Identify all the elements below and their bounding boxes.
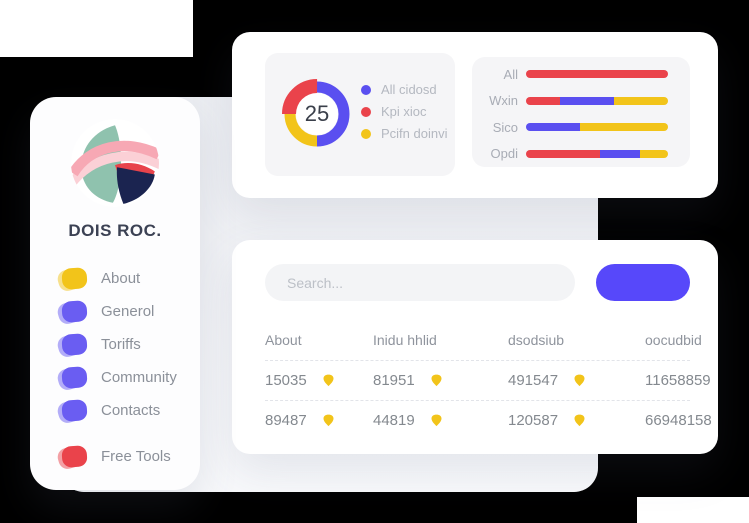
donut-chart: 25 (275, 72, 359, 156)
sidebar-item-label: Community (101, 368, 177, 386)
bar-segment (526, 96, 561, 105)
menu-blob-icon (62, 268, 87, 289)
table-cell: 15035 (265, 372, 373, 389)
bar-row: Sico (482, 114, 668, 141)
top-left-white-block (0, 0, 193, 57)
table-cell: 44819 (373, 412, 508, 429)
donut-panel: 25 All cidosd Kpi xioc Pcifn doinvi (265, 53, 455, 176)
table-row: 89487 44819 120587 66948158 (265, 401, 712, 440)
sidebar-item-label: Contacts (101, 401, 161, 419)
table-cell: 89487 (265, 412, 373, 429)
sidebar-nav: About Generol Toriffs Community Contacts (30, 267, 200, 421)
logo (71, 119, 159, 207)
search-row (265, 264, 690, 301)
table-separator (265, 360, 690, 361)
legend-item: Pcifn doinvi (361, 126, 448, 141)
cell-value: 491547 (508, 372, 559, 389)
sidebar-item-label: Generol (101, 302, 155, 320)
badge-icon (321, 373, 336, 388)
bar-row-label: Wxin (489, 93, 518, 109)
sidebar-item-community[interactable]: Community (62, 366, 200, 388)
menu-blob-icon (62, 446, 87, 467)
menu-blob-icon (62, 400, 87, 421)
bars-panel: All Wxin Sico Opdi (472, 57, 690, 167)
column-header-dsodsiub: dsodsiub (508, 332, 565, 348)
badge-icon (572, 413, 587, 428)
legend-label: Pcifn doinvi (381, 126, 448, 141)
bottom-right-white-block (637, 497, 749, 523)
menu-blob-icon (62, 301, 87, 322)
table-card: About Inidu hhlid dsodsiub oocudbid 1503… (232, 240, 718, 454)
sidebar-item-label: Free Tools (101, 447, 171, 465)
badge-icon (429, 413, 444, 428)
badge-icon (321, 413, 336, 428)
legend-dot-icon (361, 84, 371, 95)
badge-icon (572, 373, 587, 388)
sidebar-item-label: About (101, 269, 141, 287)
donut-legend: All cidosd Kpi xioc Pcifn doinvi (361, 82, 448, 141)
bar-segment (579, 123, 668, 132)
bar-segment (560, 96, 615, 105)
brand-title: DOIS ROC. (68, 221, 162, 240)
menu-blob-icon (62, 367, 87, 388)
table-body: 15035 81951 491547 11658859 89487 44819 120587… (265, 361, 712, 440)
table-cell: 66948158 (645, 412, 712, 429)
sidebar-item-contacts[interactable]: Contacts (62, 399, 200, 421)
sidebar-item-label: Toriffs (101, 335, 141, 353)
bar-track (526, 70, 668, 79)
donut-center-value: 25 (304, 101, 330, 126)
legend-dot-icon (361, 128, 371, 139)
cell-value: 89487 (265, 412, 307, 429)
bar-row-label: Sico (492, 119, 518, 135)
sidebar-item-generol[interactable]: Generol (62, 300, 200, 322)
column-header-inidu-hhlid: Inidu hhlid (373, 332, 437, 348)
table-cell: 120587 (508, 412, 645, 429)
cell-value: 81951 (373, 372, 415, 389)
bar-track (526, 123, 668, 132)
cell-value: 15035 (265, 372, 307, 389)
bar-row-label: All (503, 66, 518, 82)
bar-segment (599, 149, 640, 158)
bar-segment (526, 149, 600, 158)
legend-item: All cidosd (361, 82, 447, 97)
bar-track (526, 96, 668, 105)
sidebar-item-toriffs[interactable]: Toriffs (62, 333, 200, 355)
sidebar-item-about[interactable]: About (62, 267, 200, 289)
primary-button[interactable] (596, 264, 690, 301)
bar-segment (614, 96, 668, 105)
table-cell: 491547 (508, 372, 645, 389)
cell-value: 120587 (508, 412, 559, 429)
bar-track (526, 149, 668, 158)
badge-icon (429, 373, 444, 388)
search-input[interactable] (265, 264, 575, 301)
sidebar-item-free-tools[interactable]: Free Tools (62, 445, 200, 467)
column-header-about: About (265, 332, 302, 348)
cell-value: 66948158 (645, 412, 712, 429)
table-cell: 81951 (373, 372, 508, 389)
stats-card: 25 All cidosd Kpi xioc Pcifn doinvi All Wxi… (232, 32, 718, 198)
table-row: 15035 81951 491547 11658859 (265, 361, 711, 401)
table-header: About Inidu hhlid dsodsiub oocudbid (265, 331, 702, 349)
menu-blob-icon (62, 334, 87, 355)
bar-row: Opdi (482, 141, 668, 168)
bar-row: All (482, 61, 668, 88)
bar-row: Wxin (482, 88, 668, 115)
column-header-oocudbid: oocudbid (645, 332, 702, 348)
sidebar: DOIS ROC. About Generol Toriffs Community Co… (30, 97, 200, 490)
cell-value: 11658859 (645, 372, 711, 389)
bar-segment (526, 123, 580, 132)
legend-item: Kpi xioc (361, 104, 447, 119)
bar-segment (526, 70, 668, 79)
table-cell: 11658859 (645, 372, 711, 389)
legend-label: All cidosd (381, 82, 437, 97)
cell-value: 44819 (373, 412, 415, 429)
sidebar-footer: Free Tools (30, 445, 200, 467)
bar-segment (639, 149, 668, 158)
legend-dot-icon (361, 106, 371, 117)
legend-label: Kpi xioc (381, 104, 427, 119)
bar-row-label: Opdi (490, 146, 518, 162)
